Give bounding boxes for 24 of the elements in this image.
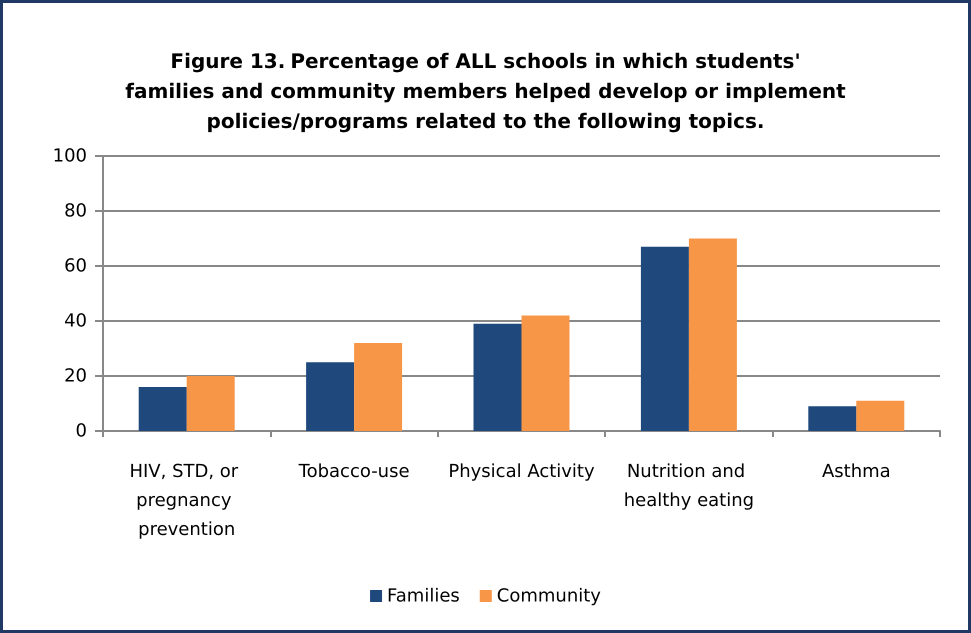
- y-tick-label: 100: [52, 146, 87, 166]
- y-tick-label: 20: [64, 366, 87, 386]
- legend-label: Community: [496, 586, 602, 606]
- x-tick-label: Physical Activity: [448, 461, 595, 482]
- y-tick-label: 40: [64, 310, 87, 332]
- bar: [522, 316, 570, 431]
- y-tick-label: 0: [76, 420, 87, 442]
- x-tick-label: Nutrition and healthy eating: [624, 461, 754, 511]
- x-tick-label: HIV, STD, or pregnancy prevention: [129, 461, 244, 540]
- bar: [354, 343, 402, 431]
- bar: [808, 406, 856, 431]
- bar: [474, 324, 522, 431]
- y-tick-label: 80: [64, 200, 87, 222]
- x-tick-label: Tobacco-use: [298, 461, 410, 482]
- y-tick-label: 60: [64, 256, 87, 276]
- bar: [138, 387, 187, 431]
- bar: [186, 376, 235, 431]
- legend-label: Families: [387, 586, 460, 606]
- bar: [640, 246, 689, 431]
- chart-title: Figure 13. Percentage of ALL schools in which students' families and community members helped develop or implement policies/programs related to the following topics.: [125, 49, 846, 133]
- x-tick-label: Asthma: [822, 461, 891, 482]
- bar: [688, 238, 737, 431]
- bar: [856, 400, 904, 431]
- bar: [306, 362, 354, 431]
